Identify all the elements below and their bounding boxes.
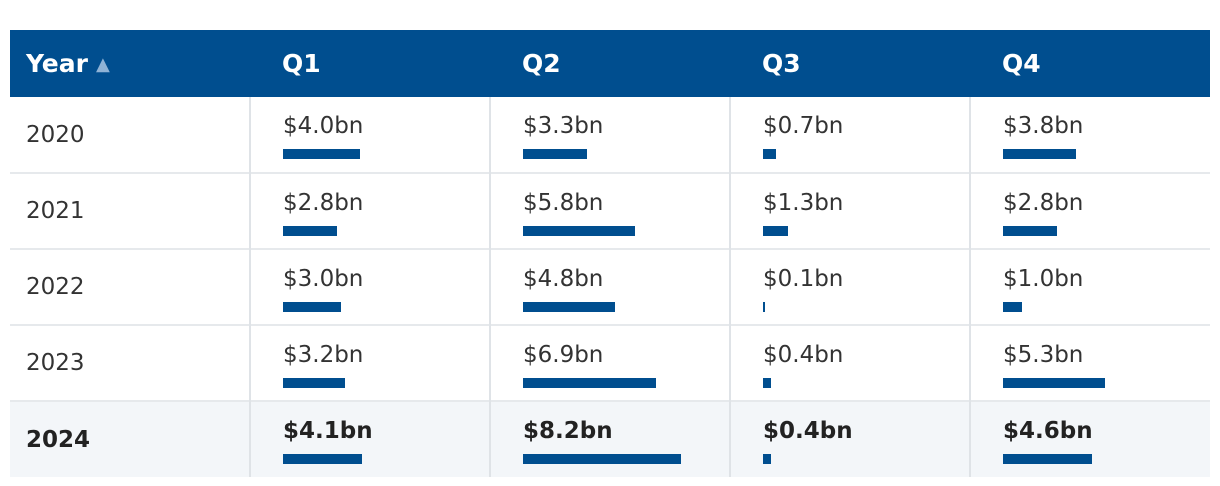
value-label: $1.3bn bbox=[763, 190, 844, 216]
value-bar bbox=[283, 454, 362, 464]
table-header: Year ▲ Q1 Q2 Q3 Q4 bbox=[10, 30, 1210, 97]
value-bar bbox=[1003, 226, 1057, 236]
value-cell: $0.4bn bbox=[729, 401, 970, 477]
value-label: $0.1bn bbox=[763, 266, 844, 292]
column-header-q1[interactable]: Q1 bbox=[282, 49, 321, 78]
value-label: $4.0bn bbox=[283, 113, 364, 139]
value-cell: $2.8bn bbox=[249, 173, 490, 249]
value-cell: $1.0bn bbox=[969, 249, 1210, 325]
table-row: 2020 $4.0bn $3.3bn $0.7bn $3.8bn bbox=[10, 97, 1210, 173]
year-cell: 2024 bbox=[26, 426, 91, 453]
table-row: 2022 $3.0bn $4.8bn $0.1bn $1.0bn bbox=[10, 249, 1210, 325]
value-label: $0.4bn bbox=[763, 342, 844, 368]
table-row: 2023 $3.2bn $6.9bn $0.4bn $5.3bn bbox=[10, 325, 1210, 401]
value-bar bbox=[763, 149, 776, 159]
value-cell: $0.7bn bbox=[729, 97, 970, 173]
value-bar bbox=[763, 454, 771, 464]
value-cell: $2.8bn bbox=[969, 173, 1210, 249]
value-cell: $4.1bn bbox=[249, 401, 490, 477]
data-table-container: Year ▲ Q1 Q2 Q3 Q4 2020 $4.0bn $3.3bn $0.7bn… bbox=[10, 30, 1210, 477]
value-label: $6.9bn bbox=[523, 342, 604, 368]
value-bar bbox=[1003, 302, 1022, 312]
value-label: $0.7bn bbox=[763, 113, 844, 139]
table-body: 2020 $4.0bn $3.3bn $0.7bn $3.8bn 2021 $2.8bn $5… bbox=[10, 97, 1210, 477]
value-label: $5.3bn bbox=[1003, 342, 1084, 368]
value-bar bbox=[523, 378, 656, 388]
value-cell: $4.0bn bbox=[249, 97, 490, 173]
value-cell: $0.1bn bbox=[729, 249, 970, 325]
value-cell: $3.0bn bbox=[249, 249, 490, 325]
value-bar bbox=[1003, 454, 1092, 464]
value-bar bbox=[763, 378, 771, 388]
quarterly-values-table: Year ▲ Q1 Q2 Q3 Q4 2020 $4.0bn $3.3bn $0.7bn… bbox=[10, 30, 1210, 477]
column-header-year-label: Year bbox=[26, 49, 88, 78]
year-cell: 2020 bbox=[26, 121, 85, 148]
column-header-q4[interactable]: Q4 bbox=[1002, 49, 1041, 78]
value-label: $5.8bn bbox=[523, 190, 604, 216]
table-row: 2024 $4.1bn $8.2bn $0.4bn $4.6bn bbox=[10, 401, 1210, 477]
value-bar bbox=[283, 302, 341, 312]
value-bar bbox=[283, 149, 360, 159]
value-label: $3.3bn bbox=[523, 113, 604, 139]
value-bar bbox=[523, 454, 681, 464]
year-cell: 2023 bbox=[26, 350, 85, 376]
year-cell: 2022 bbox=[26, 274, 85, 300]
value-label: $4.6bn bbox=[1003, 418, 1093, 444]
value-cell: $5.3bn bbox=[969, 325, 1210, 401]
value-cell: $0.4bn bbox=[729, 325, 970, 401]
column-header-year[interactable]: Year ▲ bbox=[10, 30, 250, 97]
value-bar bbox=[763, 302, 765, 312]
year-cell: 2021 bbox=[26, 198, 85, 224]
value-cell: $3.3bn bbox=[489, 97, 730, 173]
value-bar bbox=[523, 149, 587, 159]
value-cell: $4.6bn bbox=[969, 401, 1210, 477]
value-label: $3.2bn bbox=[283, 342, 364, 368]
value-label: $0.4bn bbox=[763, 418, 853, 444]
value-bar bbox=[283, 378, 345, 388]
value-label: $4.8bn bbox=[523, 266, 604, 292]
value-label: $1.0bn bbox=[1003, 266, 1084, 292]
value-cell: $4.8bn bbox=[489, 249, 730, 325]
header-row: Year ▲ Q1 Q2 Q3 Q4 bbox=[10, 30, 1210, 97]
value-cell: $6.9bn bbox=[489, 325, 730, 401]
value-label: $3.0bn bbox=[283, 266, 364, 292]
value-bar bbox=[283, 226, 337, 236]
value-cell: $3.8bn bbox=[969, 97, 1210, 173]
value-cell: $5.8bn bbox=[489, 173, 730, 249]
column-header-q3[interactable]: Q3 bbox=[762, 49, 801, 78]
value-label: $3.8bn bbox=[1003, 113, 1084, 139]
value-label: $8.2bn bbox=[523, 418, 613, 444]
value-label: $4.1bn bbox=[283, 418, 373, 444]
value-label: $2.8bn bbox=[1003, 190, 1084, 216]
value-bar bbox=[523, 302, 615, 312]
value-bar bbox=[523, 226, 635, 236]
column-header-q2[interactable]: Q2 bbox=[522, 49, 561, 78]
sort-ascending-icon[interactable]: ▲ bbox=[95, 54, 110, 75]
value-bar bbox=[1003, 149, 1076, 159]
value-bar bbox=[1003, 378, 1105, 388]
value-cell: $3.2bn bbox=[249, 325, 490, 401]
value-label: $2.8bn bbox=[283, 190, 364, 216]
value-cell: $1.3bn bbox=[729, 173, 970, 249]
value-cell: $8.2bn bbox=[489, 401, 730, 477]
value-bar bbox=[763, 226, 788, 236]
table-row: 2021 $2.8bn $5.8bn $1.3bn $2.8bn bbox=[10, 173, 1210, 249]
